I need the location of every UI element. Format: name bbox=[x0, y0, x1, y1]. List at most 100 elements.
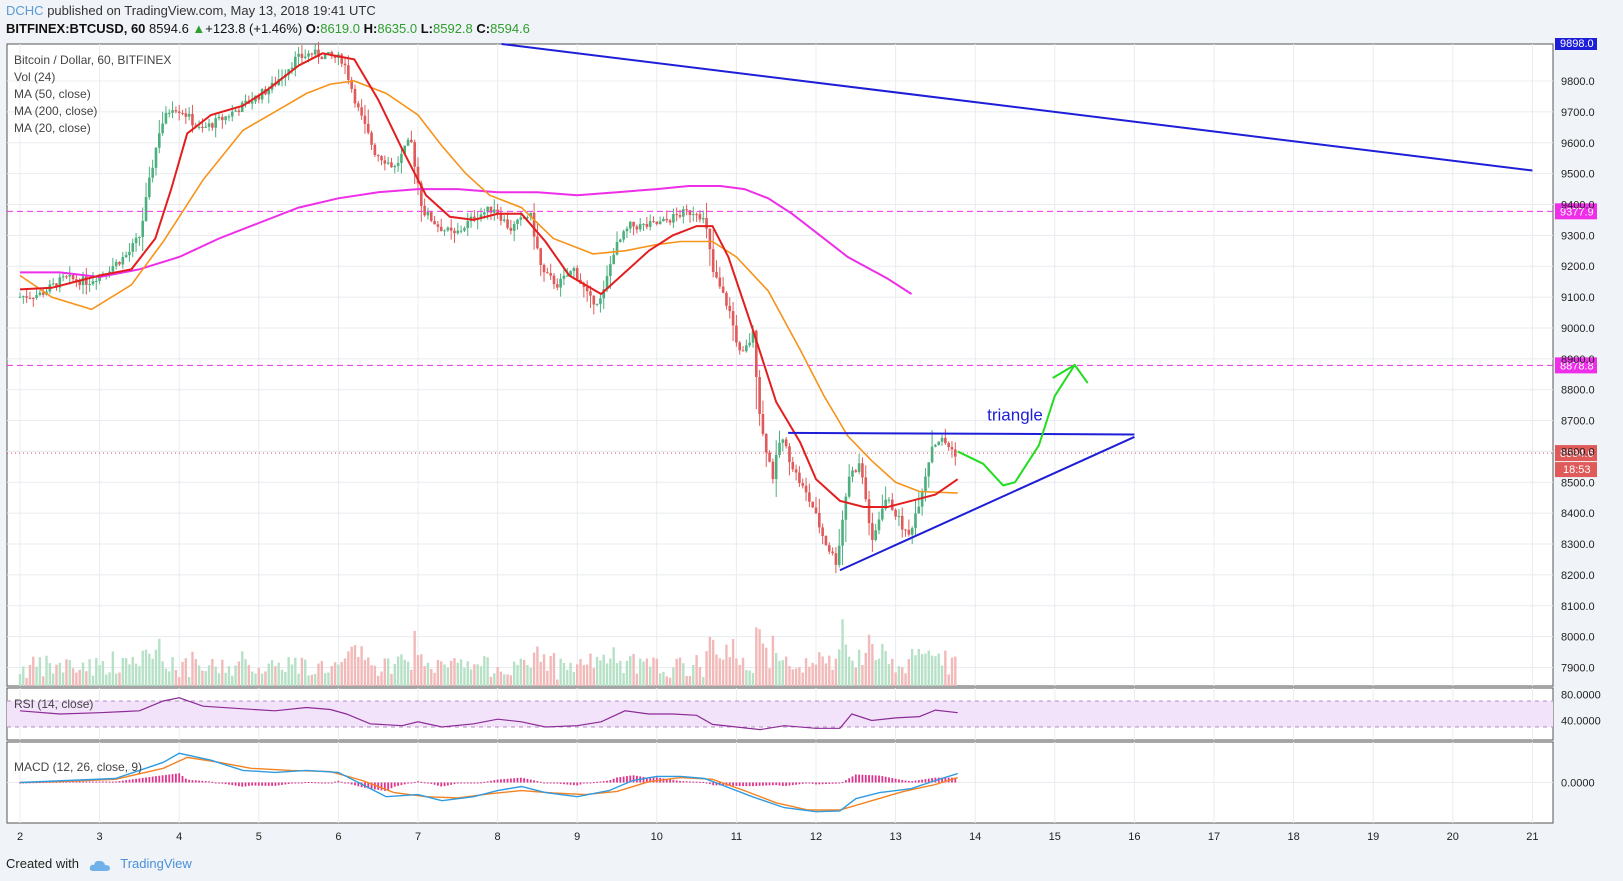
x-tick-label: 4 bbox=[176, 831, 182, 843]
volume-bar bbox=[267, 663, 270, 686]
macd-hist-bar bbox=[486, 781, 489, 783]
candle-body bbox=[847, 476, 851, 497]
volume-bar bbox=[247, 665, 251, 686]
candle-body bbox=[874, 530, 877, 540]
candle-body bbox=[121, 257, 125, 265]
candle-body bbox=[240, 102, 244, 113]
macd-hist-bar bbox=[102, 781, 104, 783]
macd-hist-bar bbox=[460, 782, 463, 784]
macd-hist-bar bbox=[241, 782, 244, 787]
volume-bar bbox=[370, 665, 373, 686]
candle-body bbox=[227, 116, 231, 118]
macd-hist-bar bbox=[765, 782, 768, 786]
volume-bar bbox=[68, 660, 71, 686]
macd-hist-bar bbox=[781, 782, 784, 786]
candle-body bbox=[138, 236, 141, 238]
volume-bar bbox=[748, 670, 751, 686]
macd-hist-bar bbox=[503, 779, 506, 783]
macd-hist-bar bbox=[427, 782, 429, 784]
macd-hist-bar bbox=[370, 782, 373, 789]
candle-body bbox=[811, 501, 814, 508]
candle-body bbox=[788, 446, 791, 463]
volume-bar bbox=[768, 668, 771, 686]
macd-hist-bar bbox=[301, 782, 303, 784]
candle-body bbox=[237, 110, 241, 113]
price-level-tag bbox=[1555, 445, 1597, 462]
macd-hist-bar bbox=[509, 778, 512, 783]
volume-bar bbox=[449, 660, 453, 686]
candles bbox=[18, 41, 957, 574]
close-value: 8594.6 bbox=[490, 21, 530, 36]
candle-body bbox=[41, 292, 45, 295]
candle-body bbox=[735, 325, 738, 343]
macd-hist-bar bbox=[679, 780, 681, 783]
candle-body bbox=[930, 446, 934, 463]
candle-body bbox=[934, 444, 937, 447]
macd-hist-bar bbox=[264, 782, 267, 786]
candle-body bbox=[612, 254, 615, 265]
macd-hist-bar bbox=[748, 782, 751, 787]
macd-hist-bar bbox=[818, 782, 821, 785]
volume-bar bbox=[605, 663, 609, 686]
top-price-label: 9898.0 bbox=[1560, 38, 1594, 50]
candle-body bbox=[207, 123, 211, 127]
macd-hist-bar bbox=[692, 781, 695, 783]
candle-body bbox=[426, 212, 430, 216]
author-link[interactable]: DCHC bbox=[6, 3, 44, 18]
volume-bar bbox=[741, 657, 745, 686]
moving-averages bbox=[19, 52, 959, 508]
volume-bar bbox=[483, 656, 486, 686]
macd-hist-bar bbox=[632, 775, 635, 783]
volume-bar bbox=[536, 646, 539, 686]
macd-hist-bar bbox=[592, 782, 595, 784]
macd-hist-bar bbox=[685, 781, 688, 783]
candle-body bbox=[582, 283, 586, 288]
candle-body bbox=[526, 217, 529, 219]
volume-bar bbox=[134, 663, 138, 686]
volume-bar bbox=[323, 673, 327, 686]
macd-hist-bar bbox=[924, 779, 927, 783]
volume-bar bbox=[824, 663, 828, 686]
volume-bar bbox=[227, 666, 231, 686]
volume-bar bbox=[224, 672, 227, 686]
macd-hist-bar bbox=[407, 782, 409, 784]
high-label: H: bbox=[363, 21, 378, 36]
tradingview-link[interactable]: TradingView bbox=[120, 856, 192, 871]
volume-bar bbox=[509, 675, 513, 686]
volume-bar bbox=[463, 667, 466, 686]
candle-body bbox=[114, 261, 118, 267]
volume-bar bbox=[549, 656, 552, 686]
x-tick-label: 3 bbox=[97, 831, 103, 843]
candle-body bbox=[224, 116, 227, 121]
volume-bar bbox=[692, 664, 695, 686]
candle-body bbox=[154, 147, 158, 168]
volume-bar bbox=[811, 662, 814, 686]
volume-bar bbox=[400, 654, 403, 686]
candle-body bbox=[244, 100, 247, 103]
volume-bar bbox=[95, 658, 98, 686]
macd-hist-bar bbox=[181, 775, 184, 783]
candle-body bbox=[572, 268, 576, 272]
candle-body bbox=[725, 292, 728, 306]
volume-bar bbox=[171, 657, 174, 686]
volume-bar bbox=[589, 653, 592, 686]
annotation-text: triangle bbox=[987, 406, 1043, 425]
macd-hist-bar bbox=[579, 782, 582, 785]
candle-body bbox=[569, 271, 572, 276]
projection-path bbox=[957, 364, 1076, 487]
macd-hist-bar bbox=[626, 776, 628, 783]
candle-body bbox=[844, 496, 848, 520]
macd-hist-bar bbox=[851, 776, 854, 783]
annotations[interactable]: triangle bbox=[501, 43, 1533, 572]
macd-hist-bar bbox=[931, 778, 933, 783]
volume-bar bbox=[781, 660, 785, 686]
candle-body bbox=[695, 214, 698, 216]
candle-body bbox=[347, 65, 350, 80]
macd-hist-bar bbox=[619, 777, 622, 783]
macd-hist-bar bbox=[612, 778, 615, 783]
macd-hist-bar bbox=[410, 782, 413, 784]
macd-hist-bar bbox=[901, 780, 904, 783]
candle-body bbox=[111, 266, 115, 272]
candle-body bbox=[917, 506, 921, 514]
